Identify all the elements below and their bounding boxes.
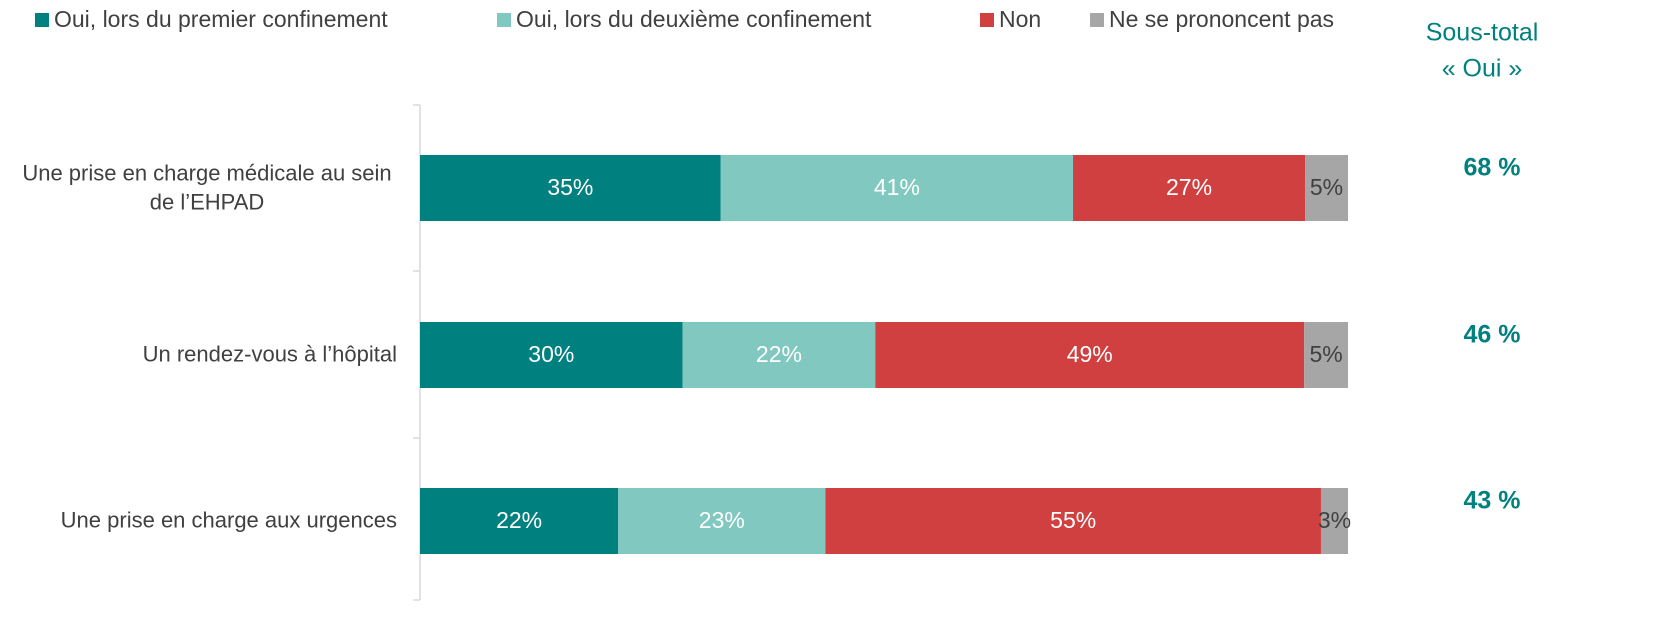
- bar-segment: [420, 322, 683, 388]
- bar-segment: [420, 155, 721, 221]
- data-label: 35%: [547, 174, 593, 200]
- bar-segment: [618, 488, 826, 554]
- bar-segment: [1305, 155, 1348, 221]
- legend-label: Ne se prononcent pas: [1109, 6, 1334, 32]
- subtotal-value: 43 %: [1464, 487, 1521, 515]
- legend-swatch: [35, 13, 49, 27]
- bar-segment: [825, 488, 1321, 554]
- bar-segment: [875, 322, 1305, 388]
- data-label: 23%: [699, 507, 745, 533]
- data-label: 55%: [1050, 507, 1096, 533]
- legend-label: Oui, lors du premier confinement: [54, 6, 388, 32]
- bar-segment: [682, 322, 876, 388]
- legend-label: Non: [999, 6, 1041, 32]
- legend-swatch: [497, 13, 511, 27]
- legend-label: Oui, lors du deuxième confinement: [516, 6, 872, 32]
- subtotal-value: 68 %: [1464, 154, 1521, 182]
- legend-swatch: [980, 13, 994, 27]
- bar-segment: [720, 155, 1074, 221]
- data-label: 49%: [1067, 341, 1113, 367]
- bar-segment: [1073, 155, 1306, 221]
- bar-segment: [1304, 322, 1348, 388]
- data-label: 22%: [496, 507, 542, 533]
- data-label: 22%: [756, 341, 802, 367]
- data-label: 30%: [528, 341, 574, 367]
- bar-segment: [1320, 488, 1348, 554]
- category-label: Un rendez-vous à l’hôpital: [142, 341, 397, 367]
- data-label: 5%: [1310, 174, 1343, 200]
- subtotal-value: 46 %: [1464, 321, 1521, 349]
- subtotal-title: Sous-total: [1426, 19, 1539, 47]
- data-label: 5%: [1309, 341, 1342, 367]
- data-label: 41%: [874, 174, 920, 200]
- subtotal-title: « Oui »: [1442, 55, 1523, 83]
- category-label: Une prise en charge aux urgences: [60, 507, 397, 533]
- category-label: Une prise en charge médicale au sein de …: [22, 160, 392, 214]
- data-label: 27%: [1166, 174, 1212, 200]
- legend-swatch: [1090, 13, 1104, 27]
- bar-segment: [420, 488, 619, 554]
- data-label: 3%: [1318, 507, 1351, 533]
